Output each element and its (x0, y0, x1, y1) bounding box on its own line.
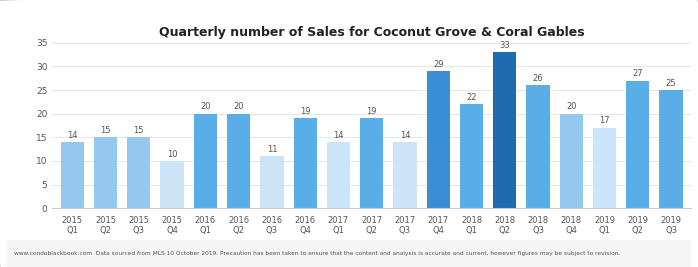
Text: 17: 17 (599, 116, 610, 125)
Bar (393, 142, 417, 208)
Text: 26: 26 (533, 74, 543, 83)
Text: 14: 14 (400, 131, 410, 140)
Bar (194, 114, 217, 208)
Bar (327, 142, 350, 208)
Bar (526, 85, 549, 208)
Bar (61, 142, 84, 208)
Text: 20: 20 (233, 102, 244, 111)
Text: 14: 14 (333, 131, 343, 140)
Bar (593, 128, 616, 208)
Text: www.condoblackbook.com  Data sourced from MLS 10 October 2019. Precaution has be: www.condoblackbook.com Data sourced from… (14, 251, 620, 256)
Text: 25: 25 (666, 79, 676, 88)
Bar (660, 90, 683, 208)
Bar (127, 137, 151, 208)
Bar (560, 114, 583, 208)
Bar (227, 114, 251, 208)
Text: 14: 14 (67, 131, 77, 140)
Text: 29: 29 (433, 60, 443, 69)
Text: 20: 20 (200, 102, 211, 111)
Bar (426, 71, 450, 208)
Text: 11: 11 (267, 145, 277, 154)
Bar (460, 104, 483, 208)
Text: 33: 33 (499, 41, 510, 50)
Title: Quarterly number of Sales for Coconut Grove & Coral Gables: Quarterly number of Sales for Coconut Gr… (159, 26, 584, 39)
Text: 15: 15 (133, 126, 144, 135)
Bar (360, 118, 383, 208)
Text: 22: 22 (466, 93, 477, 102)
Text: 27: 27 (632, 69, 643, 78)
Bar (161, 161, 184, 208)
Bar (260, 156, 283, 208)
Text: 19: 19 (366, 107, 377, 116)
Bar (94, 137, 117, 208)
Text: 10: 10 (167, 150, 177, 159)
Text: 15: 15 (101, 126, 111, 135)
Bar (493, 52, 517, 208)
Bar (294, 118, 317, 208)
Text: 20: 20 (566, 102, 577, 111)
Text: 19: 19 (300, 107, 311, 116)
Bar (626, 81, 649, 208)
